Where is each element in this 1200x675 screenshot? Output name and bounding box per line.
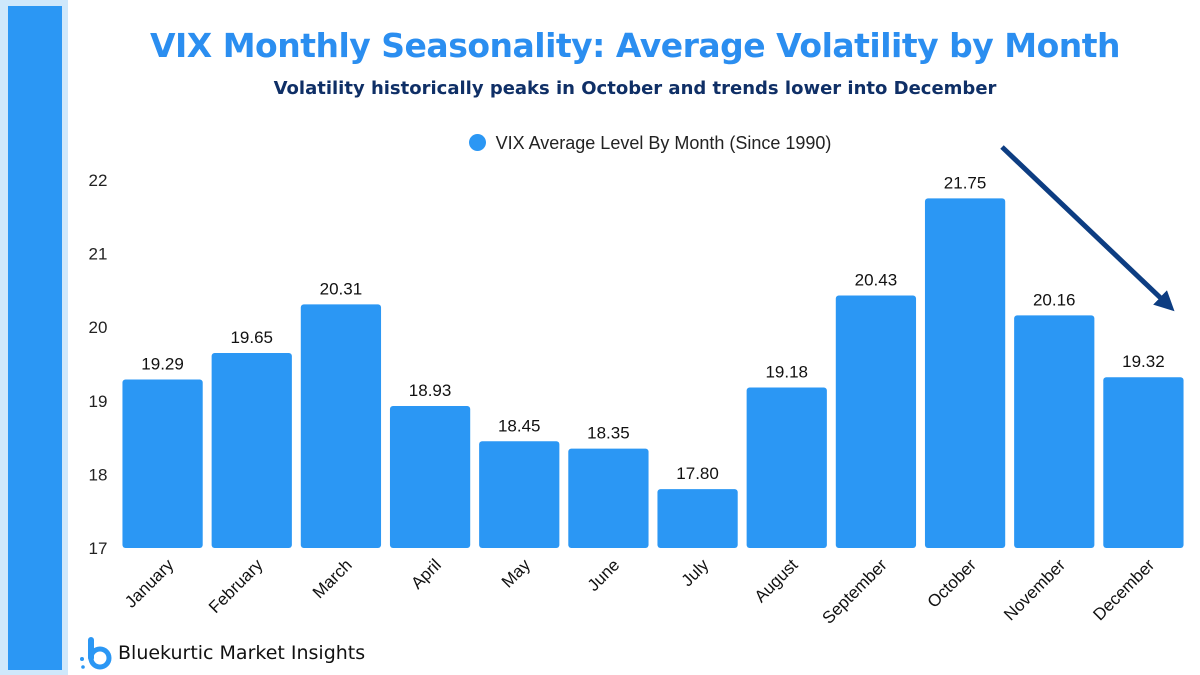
- data-label-july: 17.80: [676, 464, 719, 483]
- side-accent-bar: [0, 0, 68, 675]
- bar-december: [1103, 377, 1184, 548]
- x-tick-label-march: March: [309, 555, 356, 602]
- y-tick-label-20: 20: [89, 318, 108, 337]
- side-accent-bar-fill: [8, 6, 62, 670]
- chart-legend: VIX Average Level By Month (Since 1990): [0, 133, 1200, 154]
- x-tick-label-april: April: [407, 555, 444, 592]
- x-tick-label-may: May: [498, 555, 534, 591]
- y-tick-label-21: 21: [89, 245, 108, 264]
- bar-may: [479, 441, 560, 548]
- bar-august: [746, 387, 827, 548]
- bar-march: [300, 304, 382, 548]
- data-label-january: 19.29: [141, 354, 184, 373]
- data-label-february: 19.65: [230, 328, 273, 347]
- chart-subtitle: Volatility historically peaks in October…: [273, 78, 997, 99]
- bar-june: [568, 448, 649, 548]
- brand-name: Bluekurtic Market Insights: [118, 642, 366, 664]
- y-tick-label-19: 19: [89, 392, 108, 411]
- x-tick-label-june: June: [584, 555, 624, 595]
- bar-october: [924, 198, 1006, 548]
- data-label-november: 20.16: [1033, 290, 1076, 309]
- x-tick-label-october: October: [924, 555, 980, 611]
- data-label-june: 18.35: [587, 424, 630, 443]
- bar-september: [835, 295, 917, 548]
- x-tick-label-january: January: [121, 555, 178, 612]
- y-tick-label-22: 22: [89, 171, 108, 190]
- legend-marker: [468, 134, 486, 151]
- x-tick-label-december: December: [1089, 555, 1158, 624]
- x-axis: January February March April May June July Augu…: [121, 555, 1158, 628]
- x-tick-label-august: August: [751, 555, 802, 606]
- data-label-december: 19.32: [1122, 352, 1165, 371]
- brand: Bluekurtic Market Insights: [78, 636, 365, 670]
- bar-april: [389, 405, 471, 548]
- bar-july: [657, 489, 738, 548]
- x-tick-label-february: February: [205, 555, 267, 617]
- y-axis: 17 18 19 20 21 22: [89, 171, 108, 558]
- x-tick-label-july: July: [678, 555, 713, 590]
- data-label-october: 21.75: [944, 173, 987, 192]
- data-label-august: 19.18: [765, 363, 808, 382]
- bar-february: [211, 352, 292, 548]
- bar-january: [122, 379, 203, 548]
- legend-label: VIX Average Level By Month (Since 1990): [495, 133, 832, 153]
- bluekurtic-logo-icon: [80, 637, 112, 670]
- bar-november: [1014, 315, 1095, 548]
- x-tick-label-september: September: [818, 555, 890, 627]
- data-label-september: 20.43: [855, 271, 898, 290]
- y-tick-label-17: 17: [89, 539, 108, 558]
- data-labels: 19.29 19.65 20.31 18.93 18.45 18.35 17.80 19.18…: [141, 173, 1164, 483]
- data-label-april: 18.93: [409, 381, 452, 400]
- bars: [122, 198, 1184, 548]
- y-tick-label-18: 18: [89, 465, 108, 484]
- data-label-may: 18.45: [498, 416, 541, 435]
- chart-title: VIX Monthly Seasonality: Average Volatil…: [149, 26, 1121, 65]
- trend-arrow: [1000, 145, 1175, 312]
- x-tick-label-november: November: [1000, 555, 1069, 624]
- data-label-march: 20.31: [320, 279, 363, 298]
